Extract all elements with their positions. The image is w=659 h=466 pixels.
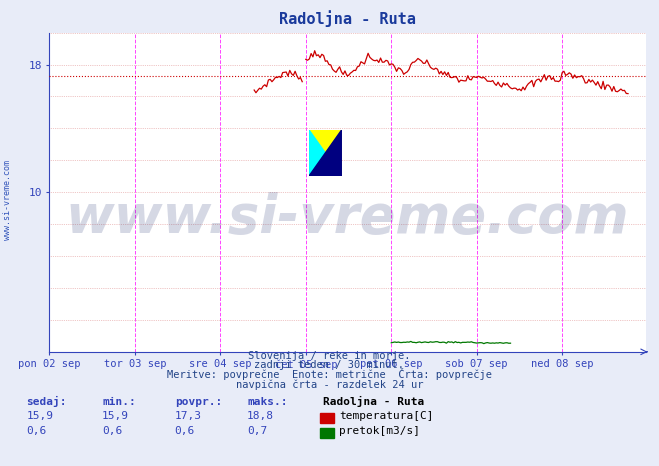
Text: temperatura[C]: temperatura[C] bbox=[339, 411, 434, 421]
Text: 17,3: 17,3 bbox=[175, 411, 202, 421]
Polygon shape bbox=[309, 130, 342, 176]
Title: Radoljna - Ruta: Radoljna - Ruta bbox=[279, 10, 416, 27]
Polygon shape bbox=[309, 130, 342, 176]
Text: www.si-vreme.com: www.si-vreme.com bbox=[3, 160, 13, 240]
Text: 0,6: 0,6 bbox=[175, 426, 195, 436]
Text: 15,9: 15,9 bbox=[102, 411, 129, 421]
Text: 0,6: 0,6 bbox=[26, 426, 47, 436]
Text: 0,7: 0,7 bbox=[247, 426, 268, 436]
Text: 18,8: 18,8 bbox=[247, 411, 274, 421]
Text: maks.:: maks.: bbox=[247, 397, 287, 407]
Text: sedaj:: sedaj: bbox=[26, 397, 67, 407]
Text: povpr.:: povpr.: bbox=[175, 397, 222, 407]
Text: 15,9: 15,9 bbox=[26, 411, 53, 421]
Text: 0,6: 0,6 bbox=[102, 426, 123, 436]
Text: Slovenija / reke in morje.: Slovenija / reke in morje. bbox=[248, 351, 411, 361]
Text: pretok[m3/s]: pretok[m3/s] bbox=[339, 426, 420, 436]
Polygon shape bbox=[309, 130, 342, 176]
Text: zadnji teden / 30 minut.: zadnji teden / 30 minut. bbox=[254, 360, 405, 370]
Text: www.si-vreme.com: www.si-vreme.com bbox=[66, 192, 629, 244]
Text: navpična črta - razdelek 24 ur: navpična črta - razdelek 24 ur bbox=[236, 380, 423, 390]
Text: Radoljna - Ruta: Radoljna - Ruta bbox=[323, 397, 424, 407]
Text: min.:: min.: bbox=[102, 397, 136, 407]
Text: Meritve: povprečne  Enote: metrične  Črta: povprečje: Meritve: povprečne Enote: metrične Črta:… bbox=[167, 369, 492, 380]
